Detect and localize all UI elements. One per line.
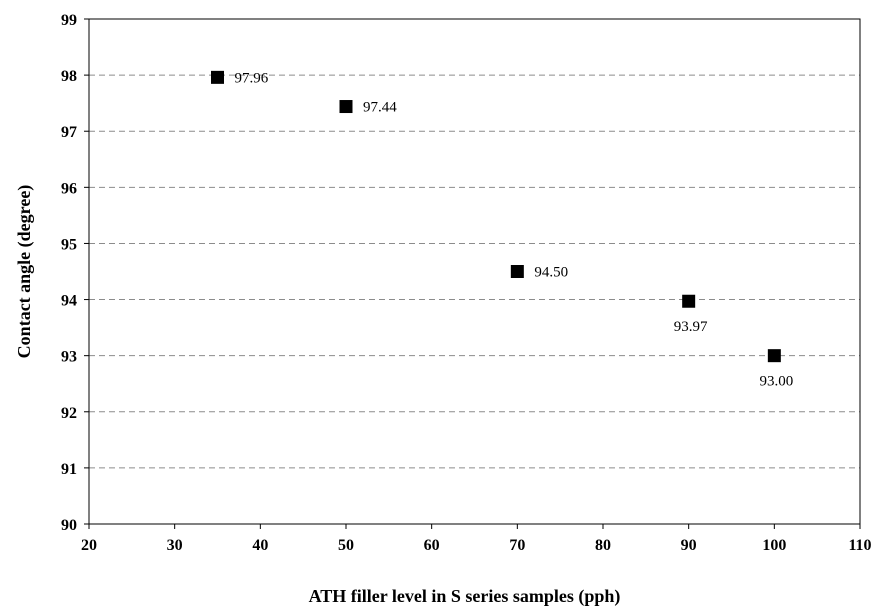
x-tick-label-50: 50 bbox=[338, 537, 354, 554]
y-tick-label-90: 90 bbox=[61, 517, 77, 534]
x-tick-label-70: 70 bbox=[509, 537, 525, 554]
data-point-2 bbox=[339, 100, 353, 114]
x-axis-title: ATH filler level in S series samples (pp… bbox=[309, 586, 621, 607]
data-labels: 97.96 97.44 94.50 93.97 93.00 bbox=[235, 70, 794, 389]
data-point-5 bbox=[767, 349, 781, 363]
x-tick-label-100: 100 bbox=[762, 537, 786, 554]
x-tick-label-80: 80 bbox=[595, 537, 611, 554]
y-axis-title: Contact angle (degree) bbox=[14, 185, 35, 359]
data-point-3 bbox=[510, 265, 524, 278]
y-tick-label-99: 99 bbox=[61, 12, 77, 29]
y-tick-label-91: 91 bbox=[61, 461, 77, 478]
y-tick-label-97: 97 bbox=[61, 124, 77, 141]
data-label-3: 94.50 bbox=[534, 265, 568, 281]
data-label-2: 97.44 bbox=[363, 100, 397, 116]
plot-border bbox=[88, 18, 861, 525]
x-tick-label-40: 40 bbox=[252, 537, 268, 554]
data-points bbox=[211, 70, 781, 363]
y-tick-label-95: 95 bbox=[61, 236, 77, 253]
plot-frame bbox=[88, 18, 861, 525]
x-tick-label-20: 20 bbox=[81, 537, 97, 554]
data-label-1: 97.96 bbox=[235, 70, 269, 86]
gridlines bbox=[89, 74, 860, 469]
data-point-1 bbox=[211, 70, 224, 84]
y-tick-label-96: 96 bbox=[61, 180, 77, 197]
x-tick-label-60: 60 bbox=[424, 537, 440, 554]
axis-ticks: 90 91 92 93 94 95 96 97 98 99 20 30 40 50 60 70 80 90 100 1… bbox=[61, 12, 872, 554]
x-tick-label-30: 30 bbox=[167, 537, 183, 554]
x-tick-label-90: 90 bbox=[681, 537, 697, 554]
y-tick-label-93: 93 bbox=[61, 349, 77, 366]
data-point-4 bbox=[682, 294, 696, 308]
y-tick-label-92: 92 bbox=[61, 405, 77, 422]
y-tick-label-94: 94 bbox=[61, 293, 77, 310]
data-label-5: 93.00 bbox=[759, 374, 793, 390]
data-label-4: 93.97 bbox=[674, 319, 708, 335]
y-tick-label-98: 98 bbox=[61, 68, 77, 85]
x-tick-label-110: 110 bbox=[848, 537, 871, 554]
